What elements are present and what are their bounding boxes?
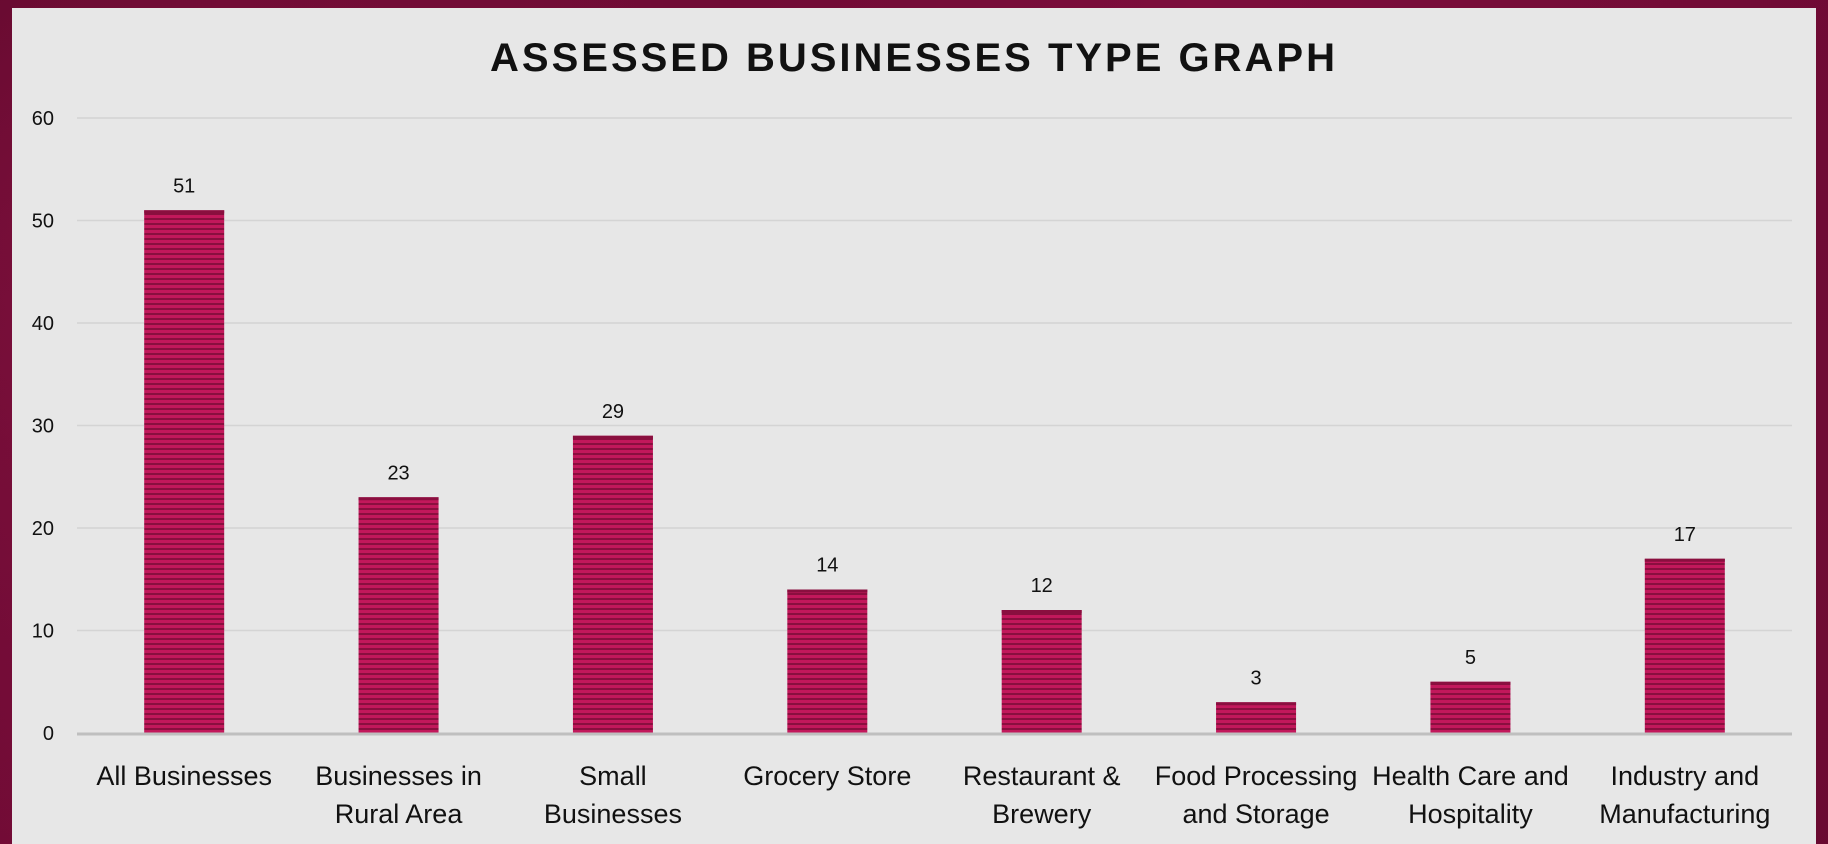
y-tick-label: 60 — [32, 108, 54, 130]
bar-top-edge — [787, 589, 868, 593]
x-tick-label-line: Manufacturing — [1599, 799, 1770, 829]
bar-top-edge — [1001, 610, 1082, 613]
bar-top-edge — [144, 210, 225, 214]
x-tick-label-line: Brewery — [992, 799, 1092, 829]
x-tick-label-line: and Storage — [1183, 799, 1330, 829]
bar — [1644, 558, 1725, 733]
x-tick-label: Small Businesses — [544, 761, 682, 829]
bar — [1001, 610, 1082, 733]
x-tick-label-line: Health Care and — [1372, 761, 1569, 791]
chart-title: ASSESSED BUSINESSES TYPE GRAPH — [490, 36, 1338, 80]
bar — [358, 497, 439, 733]
y-axis-ticks: 0 10 20 30 40 50 60 — [32, 108, 54, 745]
bar-top-edge — [1644, 558, 1725, 562]
x-tick-label-line: All Businesses — [96, 761, 272, 791]
data-label: 51 — [173, 175, 195, 197]
y-tick-label: 10 — [32, 621, 54, 643]
y-tick-label: 40 — [32, 313, 54, 335]
bar-top-edge — [1430, 681, 1511, 685]
bar-top-edge — [358, 497, 439, 501]
bar-chart: 0 10 20 30 40 50 60 51 23 29 14 12 3 5 17 All Busines… — [32, 108, 1792, 829]
data-label: 17 — [1674, 524, 1696, 546]
data-label: 14 — [816, 555, 838, 577]
data-label: 23 — [387, 462, 409, 484]
x-tick-label-line: Businesses — [544, 799, 682, 829]
x-tick-label-line: Small — [579, 761, 647, 791]
x-tick-label: Health Care and Hospitality — [1372, 761, 1569, 829]
bar-top-edge — [572, 435, 653, 439]
chart-panel: ASSESSED BUSINESSES TYPE GRAPH 0 10 20 30 40… — [12, 8, 1816, 844]
x-tick-label-line: Industry and — [1611, 761, 1760, 791]
data-labels: 51 23 29 14 12 3 5 17 — [173, 175, 1696, 689]
y-tick-label: 0 — [43, 723, 54, 745]
x-tick-label: Food Processing and Storage — [1155, 761, 1358, 829]
bar — [1430, 681, 1511, 733]
x-tick-label: Businesses in Rural Area — [315, 761, 482, 829]
x-tick-label-line: Hospitality — [1408, 799, 1533, 829]
x-axis-labels: All Businesses Businesses in Rural Area Sma… — [96, 761, 1770, 829]
x-tick-label-line: Grocery Store — [743, 761, 911, 791]
y-tick-label: 30 — [32, 416, 54, 438]
data-label: 12 — [1031, 575, 1053, 597]
y-tick-label: 20 — [32, 518, 54, 540]
x-tick-label: Restaurant & Brewery — [963, 761, 1121, 829]
bar — [1216, 702, 1297, 733]
x-tick-label-line: Food Processing — [1155, 761, 1358, 791]
data-label: 29 — [602, 401, 624, 423]
x-tick-label: Grocery Store — [743, 761, 911, 791]
data-label: 3 — [1251, 667, 1262, 689]
x-tick-label: All Businesses — [96, 761, 272, 791]
bar-top-edge — [1216, 702, 1297, 706]
x-tick-label-line: Restaurant & — [963, 761, 1121, 791]
gridlines — [77, 117, 1792, 632]
bar — [787, 589, 868, 733]
bar — [144, 210, 225, 733]
y-tick-label: 50 — [32, 211, 54, 233]
x-tick-label-line: Rural Area — [335, 799, 464, 829]
x-tick-label: Industry and Manufacturing — [1599, 761, 1770, 829]
bars — [144, 210, 1725, 733]
data-label: 5 — [1465, 647, 1476, 669]
x-tick-label-line: Businesses in — [315, 761, 482, 791]
bar — [572, 435, 653, 733]
